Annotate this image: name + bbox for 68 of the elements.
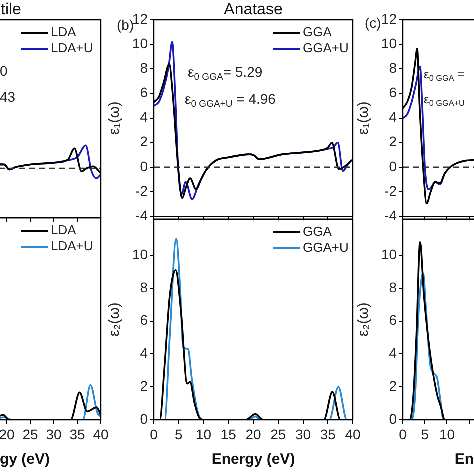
chart-title: Anatase [224, 1, 283, 18]
y-tick-label: 2 [140, 378, 148, 394]
text: (c) [365, 14, 382, 31]
x-axis-title: En [454, 451, 474, 468]
legend-label: GGA+U [303, 240, 349, 255]
x-tick-label: 30 [46, 426, 62, 442]
y-tick-label: 4 [389, 345, 398, 362]
x-tick-label: 5 [174, 426, 183, 442]
y-tick-label: 2 [389, 134, 398, 150]
y-tick-label: 0 [389, 410, 398, 427]
x-tick-label: 0 [150, 426, 158, 442]
y-tick-label: 0 [389, 158, 398, 174]
y-tick-label: 10 [381, 35, 398, 52]
y-tick-label: 4 [140, 109, 148, 126]
y-axis-title: ε₁(ω) [355, 102, 372, 136]
y-tick-label: 8 [140, 60, 148, 76]
legend-label: LDA+U [51, 40, 94, 56]
y-tick-label: -2 [384, 182, 398, 199]
x-tick-label: 5 [421, 426, 430, 442]
y-tick-label: 10 [132, 246, 148, 262]
y-tick-label: 4 [140, 345, 148, 362]
legend-label: LDA [51, 222, 77, 238]
y-tick-label: -4 [136, 207, 148, 224]
x-tick-label: 20 [246, 426, 262, 442]
y-tick-label: 2 [140, 134, 148, 150]
legend-label: GGA [303, 224, 332, 239]
y-tick-label: 8 [389, 279, 398, 296]
text: (b) [117, 16, 134, 33]
y-tick-label: 0 [140, 158, 148, 174]
x-tick-label: 20 [0, 426, 15, 442]
y-axis-title: ε₂(ω) [106, 302, 124, 337]
legend-label: GGA+U [303, 40, 349, 56]
x-tick-label: 35 [320, 426, 336, 442]
y-tick-label: 6 [140, 84, 148, 101]
y-tick-label: 10 [381, 246, 398, 262]
y-tick-label: 8 [140, 279, 148, 296]
y-tick-label: 2 [389, 378, 398, 394]
x-tick-label: 40 [93, 426, 109, 442]
annotation: 0 [0, 62, 8, 79]
x-tick-label: 25 [22, 426, 38, 442]
annotation: 43 [0, 88, 16, 105]
legend-label: LDA [51, 24, 77, 40]
y-tick-label: 12 [132, 10, 148, 27]
y-tick-label: -4 [384, 207, 398, 224]
x-tick-label: 40 [345, 426, 361, 442]
y-axis-title: ε₁(ω) [106, 102, 124, 136]
y-tick-label: 6 [389, 312, 398, 328]
x-tick-label: 35 [70, 426, 86, 442]
y-tick-label: 8 [389, 60, 398, 76]
y-axis-title: ε₂(ω) [355, 302, 372, 337]
y-tick-label: 6 [140, 312, 148, 328]
x-tick-label: 0 [399, 426, 408, 442]
x-tick-label: 10 [196, 426, 212, 442]
x-axis-title: Energy (eV) [212, 451, 296, 468]
x-tick-label: 10 [439, 426, 456, 442]
legend-label: GGA [303, 24, 332, 40]
y-tick-label: 6 [389, 84, 398, 101]
chart-title: tile [1, 1, 22, 18]
legend-label: LDA+U [51, 238, 94, 254]
x-tick-label: 30 [295, 426, 312, 442]
y-tick-label: 0 [140, 410, 148, 427]
x-tick-label: 25 [270, 426, 286, 442]
y-tick-label: 10 [132, 35, 148, 52]
y-tick-label: -2 [136, 182, 148, 199]
x-tick-label: 15 [220, 426, 237, 442]
x-axis-title: gy (eV) [0, 451, 50, 468]
y-tick-label: 4 [389, 109, 398, 126]
y-tick-label: 12 [381, 10, 398, 27]
